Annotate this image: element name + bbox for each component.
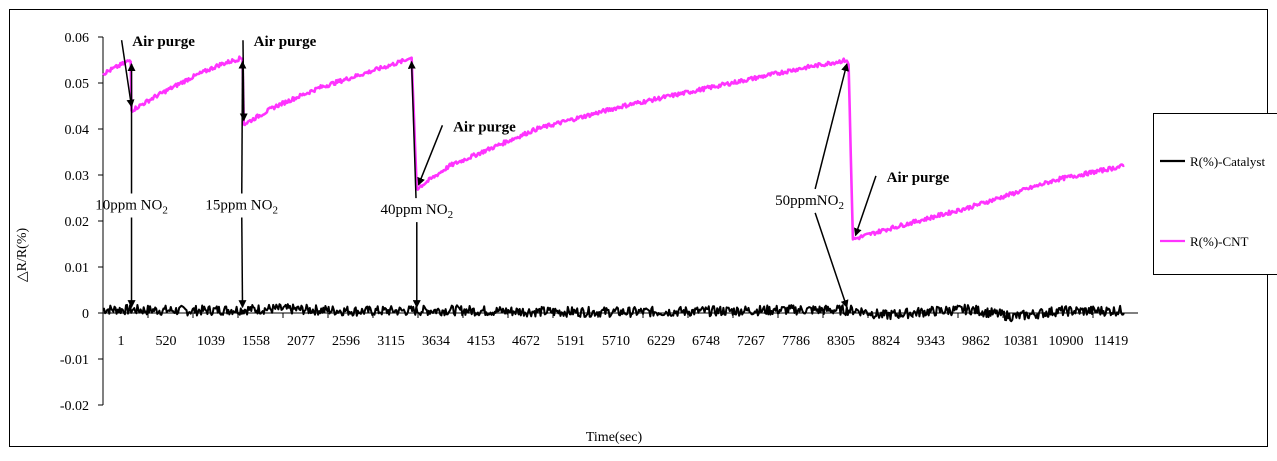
x-tick-label: 10900	[1049, 334, 1084, 349]
x-tick-label: 6229	[647, 334, 675, 349]
x-tick-label: 520	[156, 334, 177, 349]
x-tick-label: 9343	[917, 334, 945, 349]
x-tick-label: 3634	[422, 334, 450, 349]
x-tick-label: 5191	[557, 334, 585, 349]
air-purge-annotation: Air purge	[453, 119, 516, 135]
x-tick-label: 1558	[242, 334, 270, 349]
annotation-arrow	[242, 218, 243, 308]
x-tick-label: 4153	[467, 334, 495, 349]
x-tick-label: 11419	[1094, 334, 1128, 349]
x-tick-label: 5710	[602, 334, 630, 349]
y-axis-title: △R/R(%)	[15, 228, 30, 283]
air-purge-annotation: Air purge	[887, 170, 950, 186]
y-tick-label: 0.05	[65, 77, 90, 92]
y-tick-label: -0.01	[60, 353, 89, 368]
y-tick-label: 0	[82, 307, 89, 322]
legend-label: R(%)-Catalyst	[1190, 154, 1265, 169]
x-tick-label: 8824	[872, 334, 900, 349]
x-tick-label: 1039	[197, 334, 225, 349]
x-tick-label: 4672	[512, 334, 540, 349]
legend-label: R(%)-CNT	[1190, 234, 1249, 249]
y-tick-label: 0.06	[65, 31, 90, 46]
air-purge-annotation: Air purge	[132, 34, 195, 50]
x-tick-label: 10381	[1004, 334, 1039, 349]
x-tick-label: 8305	[827, 334, 855, 349]
air-purge-annotation: Air purge	[254, 34, 317, 50]
x-tick-label: 9862	[962, 334, 990, 349]
y-tick-label: 0.02	[65, 215, 90, 230]
annotation-arrow	[242, 62, 243, 194]
x-tick-label: 6748	[692, 334, 720, 349]
y-tick-label: 0.04	[65, 123, 90, 138]
x-tick-label: 2596	[332, 334, 360, 349]
x-tick-label: 2077	[287, 334, 315, 349]
y-tick-label: 0.01	[65, 261, 90, 276]
legend-box	[1154, 114, 1277, 275]
x-tick-label: 3115	[377, 334, 404, 349]
y-tick-label: -0.02	[60, 399, 89, 414]
x-tick-label: 7267	[737, 334, 765, 349]
x-axis-title: Time(sec)	[586, 430, 643, 445]
x-tick-label: 7786	[782, 334, 810, 349]
x-tick-label: 1	[118, 334, 125, 349]
y-tick-label: 0.03	[65, 169, 90, 184]
